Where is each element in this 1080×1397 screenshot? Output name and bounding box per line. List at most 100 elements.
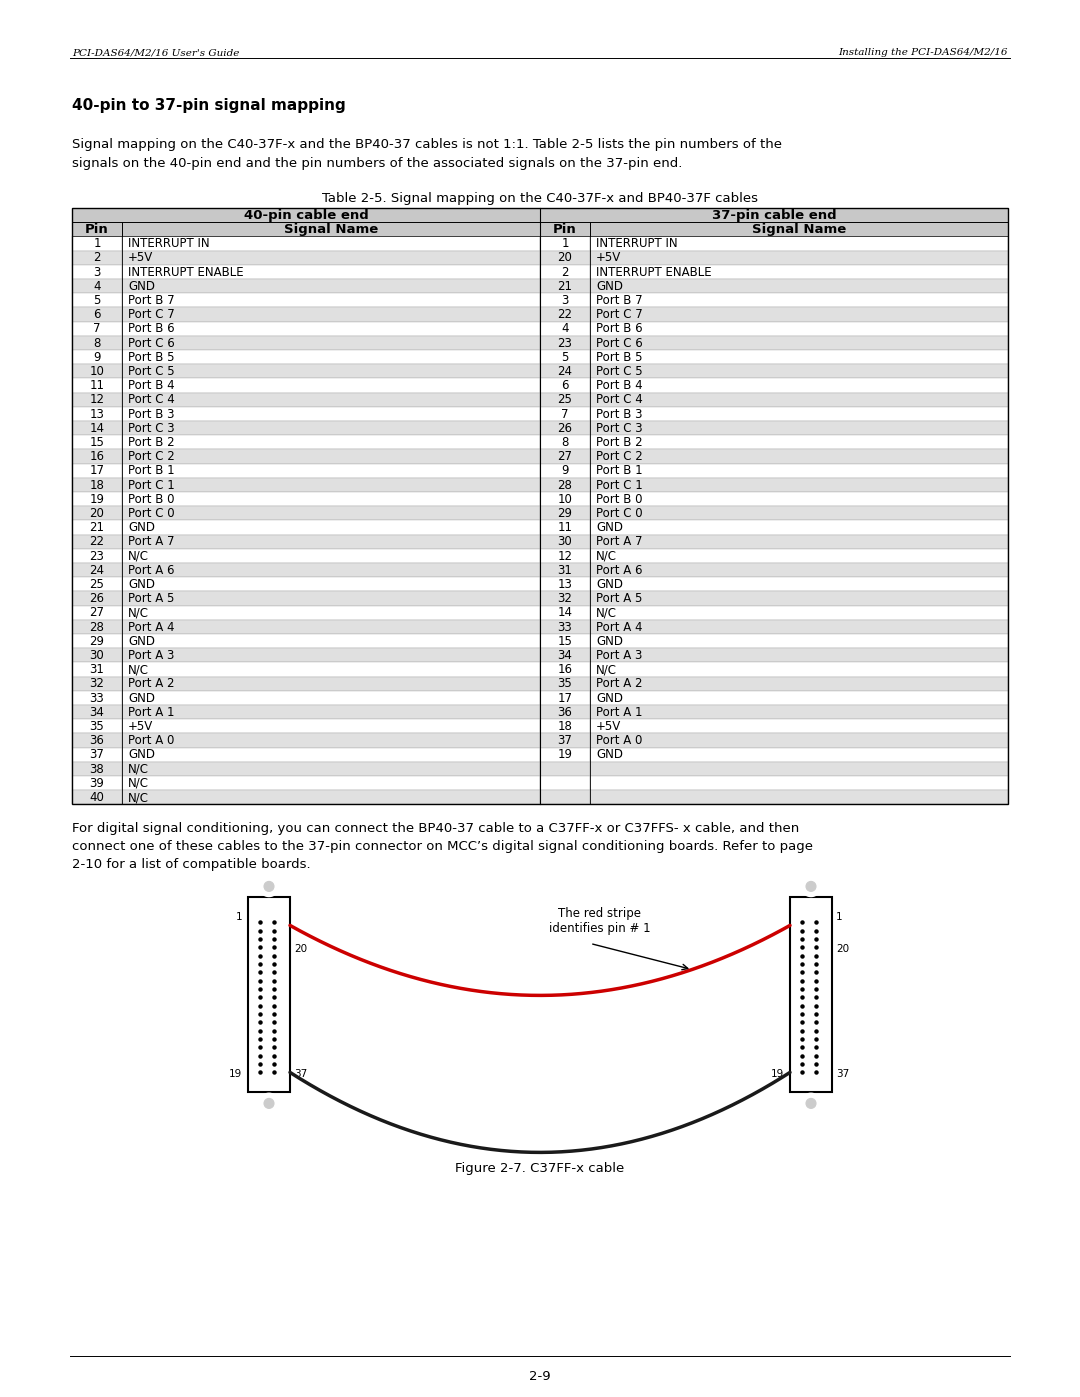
Text: GND: GND	[129, 521, 156, 534]
Text: 10: 10	[90, 365, 105, 379]
Bar	[540, 365, 590, 379]
Text: 36: 36	[557, 705, 572, 719]
Text: 40-pin to 37-pin signal mapping: 40-pin to 37-pin signal mapping	[72, 98, 346, 113]
Bar	[122, 478, 540, 492]
Bar	[540, 208, 590, 222]
Bar	[122, 393, 540, 407]
Bar	[540, 236, 590, 250]
Text: GND: GND	[596, 692, 623, 704]
Bar	[122, 521, 540, 535]
Bar	[72, 420, 122, 436]
Bar	[590, 521, 1008, 535]
Text: 25: 25	[557, 394, 572, 407]
Text: Port C 7: Port C 7	[596, 309, 643, 321]
Bar	[590, 208, 1008, 222]
Bar	[72, 321, 122, 335]
Text: 17: 17	[557, 692, 572, 704]
Bar	[122, 549, 540, 563]
Text: 38: 38	[90, 763, 105, 775]
Text: connect one of these cables to the 37-pin connector on MCC’s digital signal cond: connect one of these cables to the 37-pi…	[72, 841, 813, 854]
Bar	[590, 620, 1008, 634]
Bar	[122, 563, 540, 577]
Text: The red stripe
identifies pin # 1: The red stripe identifies pin # 1	[550, 908, 651, 936]
Bar	[122, 676, 540, 690]
Bar	[590, 676, 1008, 690]
Circle shape	[801, 1094, 821, 1113]
Bar	[540, 535, 590, 549]
Bar	[122, 379, 540, 393]
Bar	[540, 420, 590, 436]
Bar	[590, 506, 1008, 521]
Bar	[122, 719, 540, 733]
Bar	[72, 478, 122, 492]
Bar	[540, 250, 590, 265]
Text: GND: GND	[596, 279, 623, 293]
Text: GND: GND	[596, 634, 623, 648]
Text: 23: 23	[557, 337, 572, 349]
Text: INTERRUPT ENABLE: INTERRUPT ENABLE	[596, 265, 712, 278]
Bar	[72, 648, 122, 662]
Text: N/C: N/C	[129, 791, 149, 805]
Text: 4: 4	[562, 323, 569, 335]
Bar	[540, 222, 590, 236]
Text: +5V: +5V	[596, 251, 621, 264]
Bar	[540, 733, 590, 747]
Text: Port C 2: Port C 2	[129, 450, 175, 464]
Text: 26: 26	[90, 592, 105, 605]
Bar	[122, 407, 540, 420]
Text: 21: 21	[90, 521, 105, 534]
Bar	[122, 747, 540, 761]
Text: 39: 39	[90, 777, 105, 789]
Text: 2-10 for a list of compatible boards.: 2-10 for a list of compatible boards.	[72, 858, 311, 872]
Bar	[540, 606, 590, 620]
Text: Port B 3: Port B 3	[596, 408, 643, 420]
Bar	[122, 733, 540, 747]
Bar	[540, 379, 590, 393]
Text: Figure 2-7. C37FF-x cable: Figure 2-7. C37FF-x cable	[456, 1162, 624, 1175]
Bar	[122, 321, 540, 335]
Text: 11: 11	[90, 379, 105, 393]
Bar	[122, 761, 540, 775]
Bar	[72, 775, 122, 791]
Text: Table 2-5. Signal mapping on the C40-37F-x and BP40-37F cables: Table 2-5. Signal mapping on the C40-37F…	[322, 191, 758, 205]
Bar	[122, 492, 540, 506]
Bar	[590, 321, 1008, 335]
Circle shape	[806, 1098, 816, 1108]
Text: N/C: N/C	[129, 777, 149, 789]
Bar	[540, 407, 590, 420]
Text: 16: 16	[90, 450, 105, 464]
Text: Signal mapping on the C40-37F-x and the BP40-37 cables is not 1:1. Table 2-5 lis: Signal mapping on the C40-37F-x and the …	[72, 138, 782, 151]
Text: Port C 5: Port C 5	[596, 365, 643, 379]
Text: 3: 3	[562, 295, 569, 307]
Bar	[590, 351, 1008, 365]
Bar	[122, 307, 540, 321]
Text: 7: 7	[93, 323, 100, 335]
Bar	[590, 662, 1008, 676]
Bar	[72, 236, 122, 250]
Text: Port A 2: Port A 2	[596, 678, 643, 690]
Text: 26: 26	[557, 422, 572, 434]
Text: Port B 6: Port B 6	[596, 323, 643, 335]
Bar	[540, 662, 590, 676]
Bar	[72, 265, 122, 279]
Bar	[590, 492, 1008, 506]
Text: 14: 14	[90, 422, 105, 434]
Bar	[540, 791, 590, 805]
Text: 21: 21	[557, 279, 572, 293]
Bar	[540, 492, 590, 506]
Bar	[590, 690, 1008, 705]
Text: 34: 34	[90, 705, 105, 719]
Bar	[540, 335, 590, 351]
Bar	[72, 606, 122, 620]
Text: 5: 5	[562, 351, 569, 363]
Bar	[590, 222, 1008, 236]
Bar	[590, 436, 1008, 450]
Bar	[72, 365, 122, 379]
Bar	[540, 436, 590, 450]
Bar	[248, 897, 291, 1092]
Bar	[590, 250, 1008, 265]
Bar	[122, 634, 540, 648]
Text: Port B 4: Port B 4	[129, 379, 175, 393]
Text: GND: GND	[129, 578, 156, 591]
Bar	[122, 365, 540, 379]
